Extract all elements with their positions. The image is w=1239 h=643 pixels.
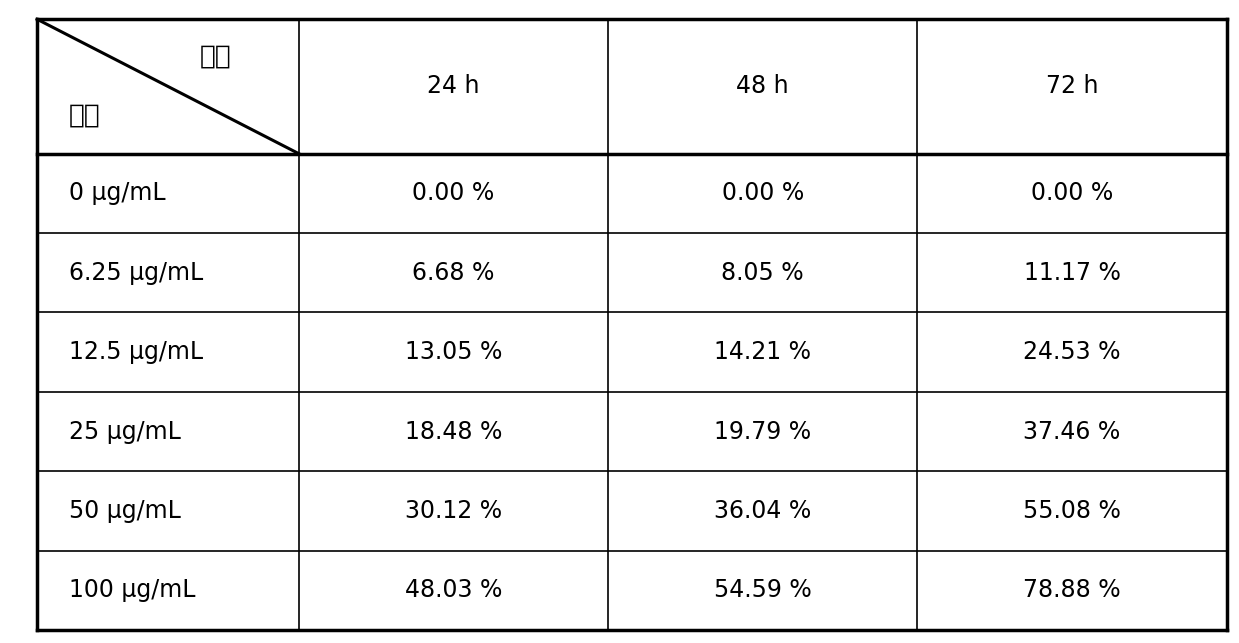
Text: 6.25 μg/mL: 6.25 μg/mL xyxy=(68,261,203,285)
Text: 13.05 %: 13.05 % xyxy=(405,340,502,364)
Text: 55.08 %: 55.08 % xyxy=(1023,499,1121,523)
Text: 30.12 %: 30.12 % xyxy=(405,499,502,523)
Text: 8.05 %: 8.05 % xyxy=(721,261,804,285)
Text: 78.88 %: 78.88 % xyxy=(1023,579,1121,602)
Text: 0.00 %: 0.00 % xyxy=(721,181,804,205)
Text: 12.5 μg/mL: 12.5 μg/mL xyxy=(68,340,203,364)
Text: 19.79 %: 19.79 % xyxy=(714,420,812,444)
Text: 14.21 %: 14.21 % xyxy=(714,340,812,364)
Text: 24 h: 24 h xyxy=(427,75,479,98)
Text: 50 μg/mL: 50 μg/mL xyxy=(68,499,181,523)
Text: 36.04 %: 36.04 % xyxy=(714,499,812,523)
Text: 时间: 时间 xyxy=(199,44,230,70)
Text: 54.59 %: 54.59 % xyxy=(714,579,812,602)
Text: 72 h: 72 h xyxy=(1046,75,1098,98)
Text: 37.46 %: 37.46 % xyxy=(1023,420,1120,444)
Text: 11.17 %: 11.17 % xyxy=(1023,261,1120,285)
Text: 0.00 %: 0.00 % xyxy=(413,181,494,205)
Text: 6.68 %: 6.68 % xyxy=(413,261,494,285)
Text: 25 μg/mL: 25 μg/mL xyxy=(68,420,181,444)
Text: 48 h: 48 h xyxy=(736,75,789,98)
Text: 24.53 %: 24.53 % xyxy=(1023,340,1121,364)
Text: 100 μg/mL: 100 μg/mL xyxy=(68,579,195,602)
Text: 48.03 %: 48.03 % xyxy=(405,579,502,602)
Text: 0 μg/mL: 0 μg/mL xyxy=(68,181,165,205)
Text: 0.00 %: 0.00 % xyxy=(1031,181,1113,205)
Text: 18.48 %: 18.48 % xyxy=(405,420,502,444)
Text: 浓度: 浓度 xyxy=(68,103,100,129)
